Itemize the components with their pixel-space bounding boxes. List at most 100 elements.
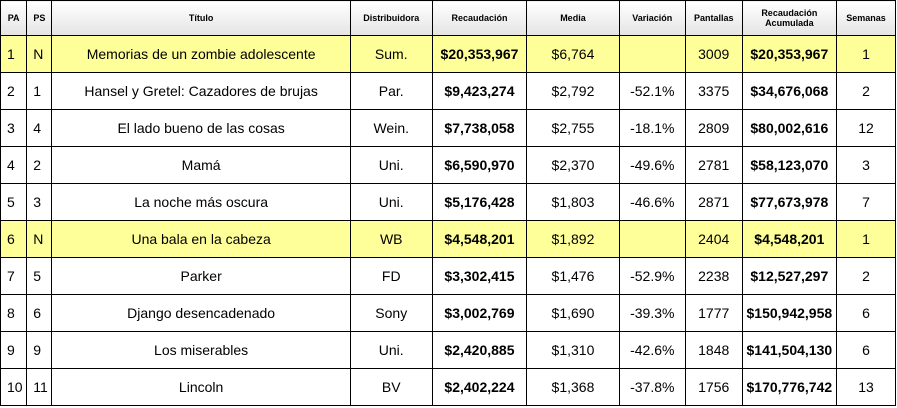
weeks-cell: 6 — [836, 331, 896, 369]
table-row: 2 1 Hansel y Gretel: Cazadores de brujas Pa… — [0, 72, 896, 110]
average-cell: $1,892 — [526, 220, 620, 258]
change-cell: -42.6% — [618, 331, 686, 369]
distributor-cell: Uni. — [349, 146, 433, 184]
previous-rank-cell: 6 — [26, 294, 53, 332]
rank-cell: 9 — [0, 331, 28, 369]
change-cell: -49.6% — [618, 146, 686, 184]
weekend-gross-cell: $20,353,967 — [431, 35, 528, 73]
distributor-cell: Sony — [349, 294, 433, 332]
header-distributor: Distribuidora — [349, 0, 433, 36]
cumulative-gross-cell: $170,776,742 — [741, 368, 838, 406]
table-row: 7 5 Parker FD $3,302,415 $1,476 -52.9% 2238 $12,… — [0, 257, 896, 295]
average-cell: $2,370 — [526, 146, 620, 184]
cumulative-gross-cell: $34,676,068 — [741, 72, 838, 110]
change-cell — [618, 35, 686, 73]
weekend-gross-cell: $6,590,970 — [431, 146, 528, 184]
rank-cell: 1 — [0, 35, 28, 73]
table-row: 8 6 Django desencadenado Sony $3,002,769 $1,6… — [0, 294, 896, 332]
movie-title-cell: Mamá — [51, 146, 351, 184]
weekend-gross-cell: $5,176,428 — [431, 183, 528, 221]
previous-rank-cell: 3 — [26, 183, 53, 221]
table-row: 9 9 Los miserables Uni. $2,420,885 $1,310 -42.… — [0, 331, 896, 369]
weekend-gross-cell: $7,738,058 — [431, 109, 528, 147]
header-pa: PA — [0, 0, 28, 36]
weeks-cell: 6 — [836, 294, 896, 332]
cumulative-gross-cell: $141,504,130 — [741, 331, 838, 369]
screens-cell: 2809 — [684, 109, 743, 147]
previous-rank-cell: N — [26, 35, 53, 73]
average-cell: $1,690 — [526, 294, 620, 332]
header-screens: Pantallas — [684, 0, 743, 36]
movie-title-cell: Los miserables — [51, 331, 351, 369]
distributor-cell: Uni. — [349, 331, 433, 369]
movie-title-cell: Django desencadenado — [51, 294, 351, 332]
weeks-cell: 13 — [836, 368, 896, 406]
movie-title-cell: La noche más oscura — [51, 183, 351, 221]
screens-cell: 3009 — [684, 35, 743, 73]
table-body: 1 N Memorias de un zombie adolescente Sum. $… — [0, 35, 896, 406]
cumulative-gross-cell: $20,353,967 — [741, 35, 838, 73]
average-cell: $1,368 — [526, 368, 620, 406]
rank-cell: 3 — [0, 109, 28, 147]
distributor-cell: Par. — [349, 72, 433, 110]
average-cell: $2,755 — [526, 109, 620, 147]
table-row: 1 N Memorias de un zombie adolescente Sum. $… — [0, 35, 896, 73]
weekend-gross-cell: $9,423,274 — [431, 72, 528, 110]
cumulative-gross-cell: $12,527,297 — [741, 257, 838, 295]
screens-cell: 2238 — [684, 257, 743, 295]
previous-rank-cell: 2 — [26, 146, 53, 184]
weeks-cell: 1 — [836, 35, 896, 73]
weekend-gross-cell: $3,302,415 — [431, 257, 528, 295]
distributor-cell: Sum. — [349, 35, 433, 73]
header-ps: PS — [26, 0, 53, 36]
rank-cell: 5 — [0, 183, 28, 221]
table-row: 6 N Una bala en la cabeza WB $4,548,201 $1,89… — [0, 220, 896, 258]
average-cell: $6,764 — [526, 35, 620, 73]
previous-rank-cell: 11 — [26, 368, 53, 406]
distributor-cell: BV — [349, 368, 433, 406]
header-weeks: Semanas — [836, 0, 896, 36]
change-cell: -18.1% — [618, 109, 686, 147]
weeks-cell: 1 — [836, 220, 896, 258]
change-cell: -46.6% — [618, 183, 686, 221]
rank-cell: 2 — [0, 72, 28, 110]
cumulative-gross-cell: $77,673,978 — [741, 183, 838, 221]
rank-cell: 4 — [0, 146, 28, 184]
table-row: 4 2 Mamá Uni. $6,590,970 $2,370 -49.6% 2781 $58,… — [0, 146, 896, 184]
cumulative-gross-cell: $80,002,616 — [741, 109, 838, 147]
rank-cell: 6 — [0, 220, 28, 258]
distributor-cell: FD — [349, 257, 433, 295]
weekend-gross-cell: $2,420,885 — [431, 331, 528, 369]
weekend-gross-cell: $2,402,224 — [431, 368, 528, 406]
table-row: 3 4 El lado bueno de las cosas Wein. $7,738,… — [0, 109, 896, 147]
header-cumulative: Recaudación Acumulada — [741, 0, 838, 36]
change-cell: -37.8% — [618, 368, 686, 406]
distributor-cell: WB — [349, 220, 433, 258]
average-cell: $2,792 — [526, 72, 620, 110]
cumulative-gross-cell: $150,942,958 — [741, 294, 838, 332]
header-change: Variación — [618, 0, 686, 36]
weeks-cell: 3 — [836, 146, 896, 184]
rank-cell: 10 — [0, 368, 28, 406]
movie-title-cell: Parker — [51, 257, 351, 295]
distributor-cell: Uni. — [349, 183, 433, 221]
average-cell: $1,803 — [526, 183, 620, 221]
previous-rank-cell: 1 — [26, 72, 53, 110]
weeks-cell: 2 — [836, 72, 896, 110]
change-cell: -52.1% — [618, 72, 686, 110]
average-cell: $1,310 — [526, 331, 620, 369]
cumulative-gross-cell: $4,548,201 — [741, 220, 838, 258]
change-cell: -52.9% — [618, 257, 686, 295]
screens-cell: 1777 — [684, 294, 743, 332]
movie-title-cell: Memorias de un zombie adolescente — [51, 35, 351, 73]
movie-title-cell: Una bala en la cabeza — [51, 220, 351, 258]
weekend-gross-cell: $3,002,769 — [431, 294, 528, 332]
movie-title-cell: El lado bueno de las cosas — [51, 109, 351, 147]
previous-rank-cell: 5 — [26, 257, 53, 295]
weeks-cell: 12 — [836, 109, 896, 147]
weeks-cell: 2 — [836, 257, 896, 295]
header-average: Media — [526, 0, 620, 36]
weekend-gross-cell: $4,548,201 — [431, 220, 528, 258]
cumulative-gross-cell: $58,123,070 — [741, 146, 838, 184]
